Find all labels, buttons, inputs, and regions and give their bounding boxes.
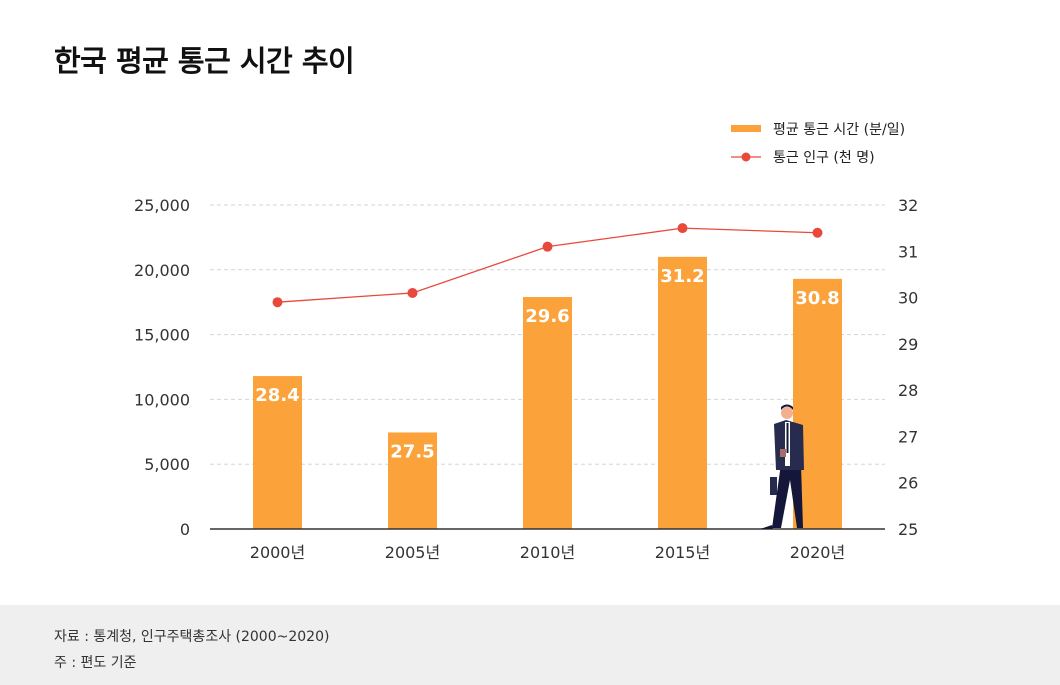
x-tick-label: 2020년 [790,543,845,562]
left-tick-label: 10,000 [134,390,190,409]
left-tick-label: 25,000 [134,196,190,215]
footer: 자료 : 통계청, 인구주택총조사 (2000~2020) 주 : 편도 기준 [0,605,1060,685]
chart: 0 5,000 10,000 15,000 20,000 25,000 25 26 27 28 29… [134,122,918,562]
line-point [677,223,688,234]
line-series [277,227,818,303]
bar-data-label: 30.8 [795,288,839,309]
bar [523,297,572,529]
right-tick-label: 26 [898,474,918,493]
right-tick-label: 29 [898,335,918,354]
legend-bar-swatch [731,125,761,132]
bar [388,432,437,529]
left-tick-label: 15,000 [134,326,190,345]
businessman-illustration [760,404,804,529]
bar-data-label: 28.4 [255,385,299,406]
source-note: 자료 : 통계청, 인구주택총조사 (2000~2020) [54,629,330,645]
x-tick-label: 2015년 [655,543,710,562]
right-tick-label: 28 [898,381,918,400]
right-tick-label: 30 [898,289,918,308]
right-tick-label: 25 [898,520,918,539]
x-tick-label: 2005년 [385,543,440,562]
bar [253,376,302,529]
right-tick-label: 31 [898,242,918,261]
right-tick-label: 27 [898,427,918,446]
x-tick-label: 2010년 [520,543,575,562]
bar-data-label: 27.5 [390,441,434,462]
right-tick-label: 32 [898,196,918,215]
bar [658,256,707,529]
line-point [407,287,418,298]
x-tick-label: 2000년 [250,543,305,562]
line-point [272,297,283,308]
footnote: 주 : 편도 기준 [54,655,137,671]
left-tick-label: 5,000 [144,455,190,474]
left-tick-label: 20,000 [134,261,190,280]
bar-data-label: 29.6 [525,306,569,327]
legend-label: 통근 인구 (천 명) [773,150,875,166]
line-point [812,227,823,238]
chart-title: 한국 평균 통근 시간 추이 [54,44,355,78]
bar-data-label: 31.2 [660,266,704,287]
legend-label: 평균 통근 시간 (분/일) [773,122,905,138]
legend-line-marker [741,152,751,162]
line-point [542,241,553,252]
left-tick-label: 0 [180,520,190,539]
